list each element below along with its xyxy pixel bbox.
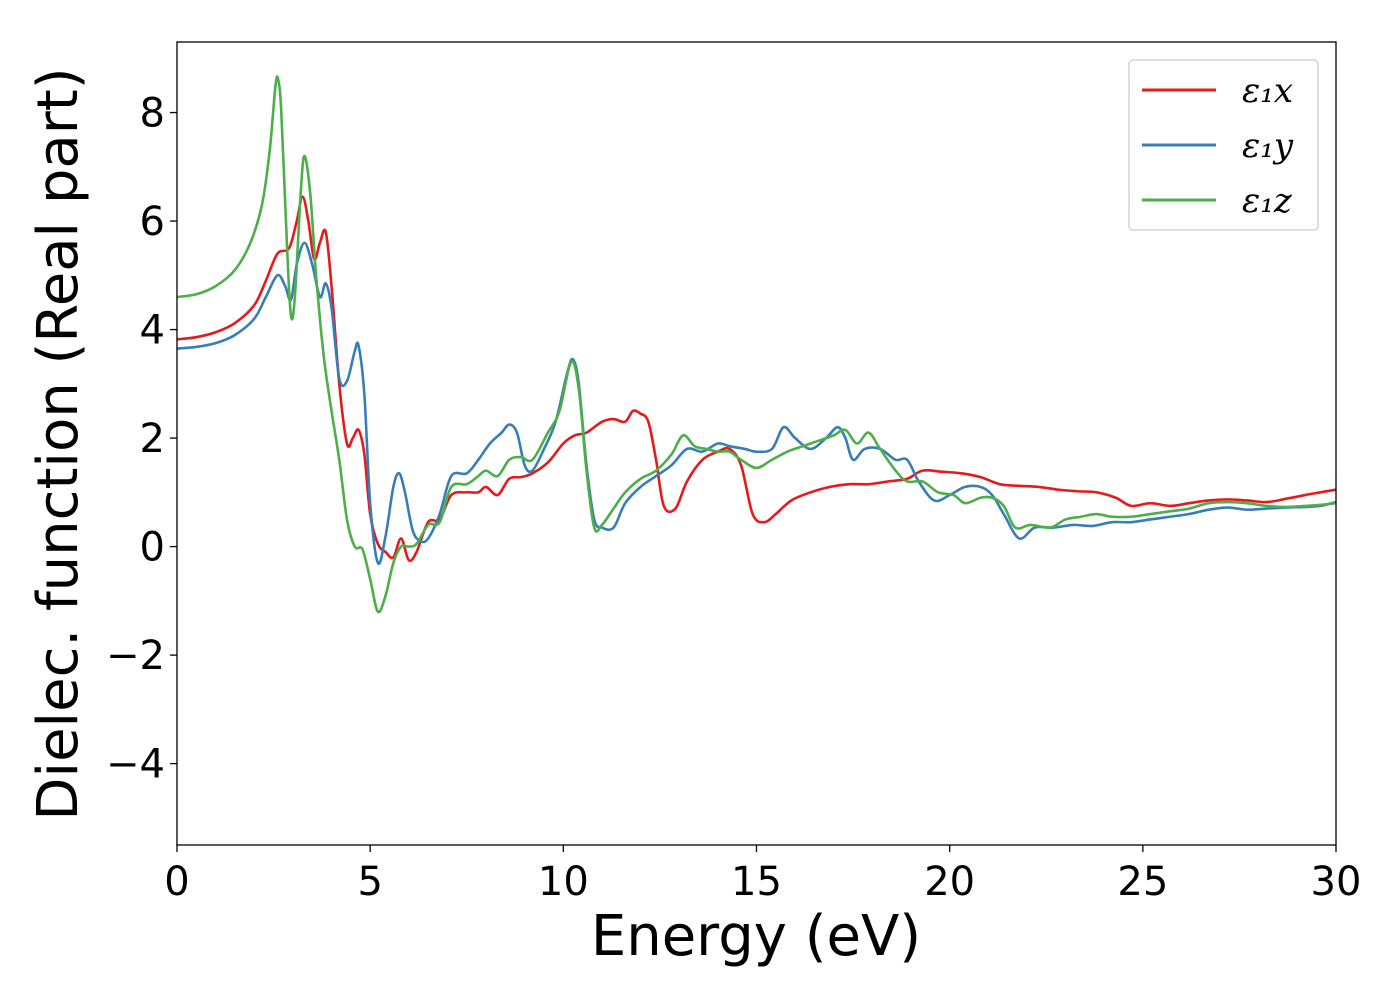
y-tick-label: 2 [140,416,165,462]
x-tick-label: 30 [1311,859,1362,905]
y-tick-label: −2 [106,633,165,679]
y-axis-ticks: −4 −2 0 2 4 6 8 [106,91,177,788]
y-tick-label: 6 [140,199,165,245]
x-tick-label: 5 [357,859,382,905]
legend-label-1: ε₁x [1242,71,1293,111]
y-axis-label: Dielec. function (Real part) [26,67,91,820]
legend-label-3: ε₁z [1242,181,1293,221]
y-tick-label: 4 [140,308,165,354]
x-axis-ticks: 0 5 10 15 20 25 30 [164,845,1361,905]
y-tick-label: 0 [140,525,165,571]
y-tick-label: 8 [140,91,165,137]
x-tick-label: 15 [731,859,782,905]
legend-label-2: ε₁y [1242,126,1294,166]
x-tick-label: 10 [538,859,589,905]
legend-box [1128,59,1319,231]
series-layer [177,75,1336,614]
legend: ε₁x ε₁y ε₁z [1128,59,1319,231]
legend-entries: ε₁x ε₁y ε₁z [1142,71,1294,221]
series-line-3 [177,75,1336,614]
x-tick-label: 20 [924,859,975,905]
x-tick-label: 25 [1117,859,1168,905]
x-axis-label: Energy (eV) [591,904,921,969]
x-tick-label: 0 [164,859,189,905]
y-tick-label: −4 [106,742,165,788]
